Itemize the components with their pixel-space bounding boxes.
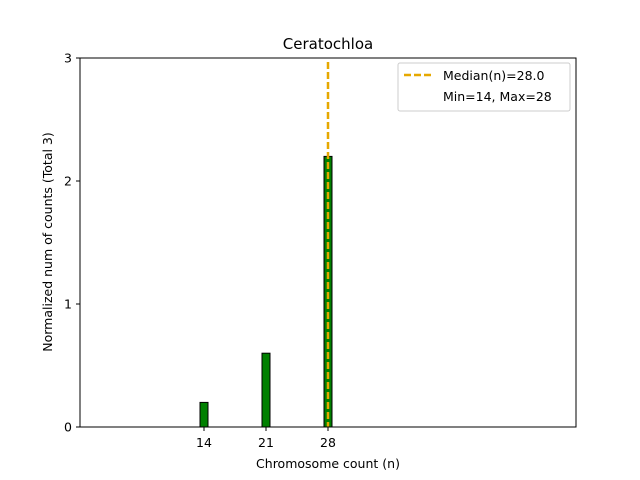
x-axis-label: Chromosome count (n)	[256, 456, 400, 471]
bar-21	[261, 352, 271, 428]
bar-14	[199, 401, 209, 428]
legend-median-label: Median(n)=28.0	[443, 68, 544, 83]
x-tick-label: 14	[196, 435, 212, 450]
legend: Median(n)=28.0 Min=14, Max=28	[397, 62, 571, 112]
legend-range-label: Min=14, Max=28	[443, 89, 552, 104]
y-axis: 0 1 2 3	[64, 51, 80, 435]
x-tick-label: 21	[258, 435, 274, 450]
legend-box	[397, 62, 571, 112]
y-axis-label: Normalized num of counts (Total 3)	[40, 132, 55, 352]
y-tick-label: 0	[64, 420, 72, 435]
y-tick-label: 2	[64, 174, 72, 189]
x-tick-label: 28	[320, 435, 336, 450]
bars	[199, 155, 333, 428]
chart-title: Ceratochloa	[283, 35, 373, 53]
y-tick-label: 1	[64, 297, 72, 312]
x-axis: 14 21 28	[196, 427, 336, 450]
y-tick-label: 3	[64, 51, 72, 66]
